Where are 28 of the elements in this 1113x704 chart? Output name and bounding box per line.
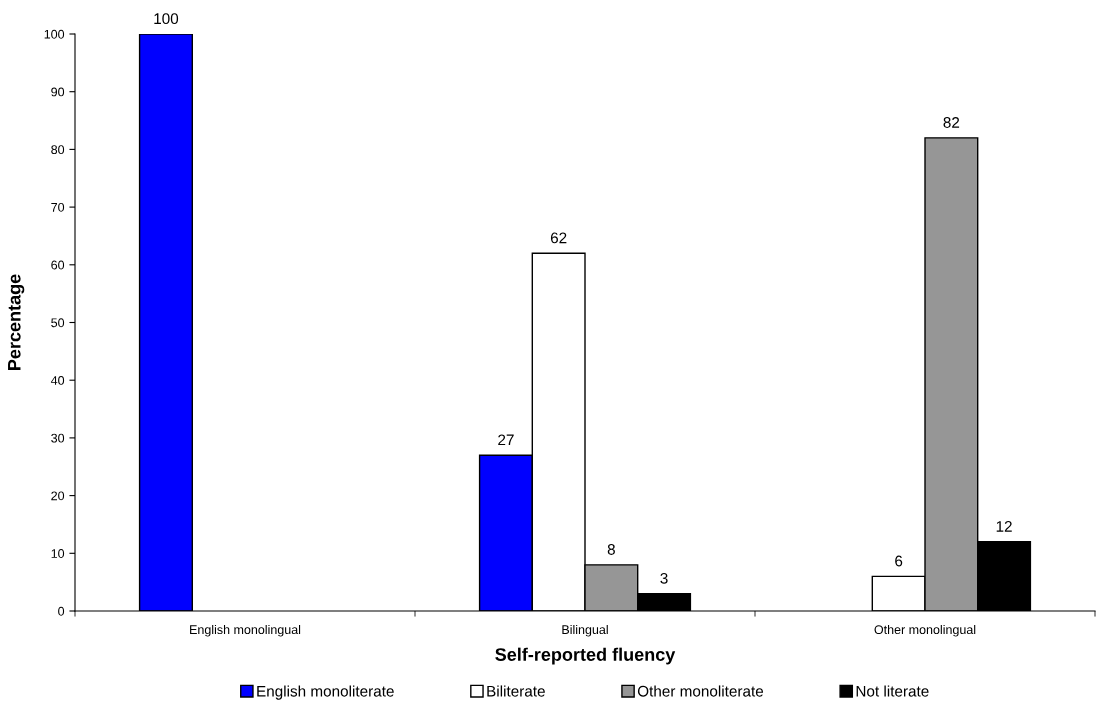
y-tick-label: 20 [51, 491, 65, 501]
data-label: 27 [498, 434, 514, 446]
y-tick-label: 50 [51, 318, 65, 328]
y-axis-title: Percentage [8, 274, 25, 370]
x-tick-label: English monolingual [190, 624, 301, 637]
y-tick-label: 100 [44, 29, 65, 39]
data-label: 3 [660, 572, 668, 584]
y-tick-label: 60 [51, 260, 65, 270]
legend-label: English monoliterate [257, 685, 394, 700]
data-label: 82 [943, 117, 960, 128]
data-label: 8 [607, 544, 615, 555]
y-tick-label: 30 [51, 433, 65, 443]
legend-label: Other monoliterate [637, 685, 764, 697]
data-label: 12 [996, 520, 1012, 532]
x-tick-label: Bilingual [562, 624, 608, 637]
data-label: 100 [154, 13, 179, 25]
y-tick-label: 70 [51, 202, 65, 212]
y-tick-label: 80 [51, 145, 65, 155]
y-tick-label: 40 [50, 376, 65, 385]
y-tick-label: 0 [58, 606, 65, 616]
legend-label: Biliterate [487, 685, 545, 697]
y-tick-label: 90 [51, 87, 65, 97]
data-label: 6 [895, 555, 903, 567]
x-axis-title: Self-reported fluency [495, 647, 676, 665]
y-tick-label: 10 [51, 549, 65, 558]
legend-label: Not literate [856, 685, 929, 697]
data-label: 62 [550, 232, 567, 244]
x-tick-label: Other monolingual [874, 624, 976, 637]
